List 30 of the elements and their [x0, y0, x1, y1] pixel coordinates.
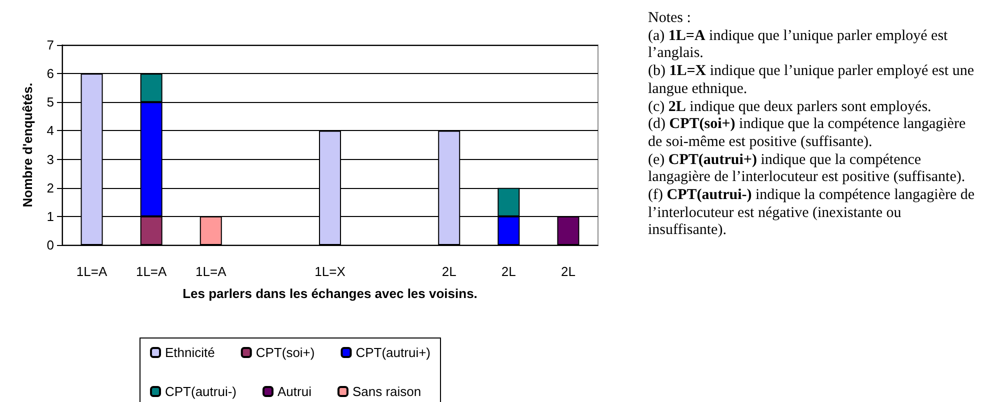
y-tick-label: 2	[46, 180, 54, 196]
y-tick-label: 0	[46, 238, 54, 252]
y-tick-label: 4	[46, 123, 54, 138]
y-tick-label: 6	[46, 66, 54, 82]
x-tick-label: 2L	[560, 264, 576, 279]
legend-label: Autrui	[278, 384, 312, 399]
legend-label: Sans raison	[352, 384, 422, 399]
text: (c) 2L indique que deux parlers sont employés.	[648, 98, 932, 116]
x-tick-label: 1L=A	[136, 264, 168, 279]
x-axis-title: Les parlers dans les échanges avec les voisins.	[182, 286, 478, 301]
y-tick-label: 1	[46, 208, 54, 224]
y-tick-label: 5	[46, 94, 54, 110]
x-tick-label: 2L	[501, 264, 516, 279]
text: (e) CPT(autrui+) indique que la compétence langagière de l’interlocuteur est positive (suffisante).	[648, 152, 966, 188]
legend-label: CPT(soi+)	[256, 345, 315, 360]
x-tick-label: 2L	[442, 264, 456, 279]
y-tick-label: 3	[46, 152, 54, 167]
text: (d) CPT(soi+) indique que la compétence langagière de soi-même est positive (suffisante).	[648, 116, 967, 152]
legend-label: Ethnicité	[165, 345, 215, 360]
x-tick-label: 1L=X	[314, 264, 346, 279]
x-tick-label: 1L=A	[196, 264, 227, 279]
text: Notes :	[648, 10, 692, 28]
text: (b) 1L=X indique que l’unique parler employé est une langue ethnique.	[648, 63, 975, 99]
x-tick-label: 1L=A	[76, 264, 108, 279]
legend-label: CPT(autrui+)	[356, 345, 431, 360]
text: (a) 1L=A indique que l’unique parler employé est l’anglais.	[648, 28, 949, 64]
text: (f) CPT(autrui-) indique la compétence langagière de l’interlocuteur est négative (inexistante ou insuffisante).	[648, 187, 976, 240]
y-axis-title: Nombre d'enquêtés.	[20, 82, 35, 208]
legend-label: CPT(autrui-)	[165, 384, 237, 399]
y-tick-label: 7	[46, 38, 54, 52]
